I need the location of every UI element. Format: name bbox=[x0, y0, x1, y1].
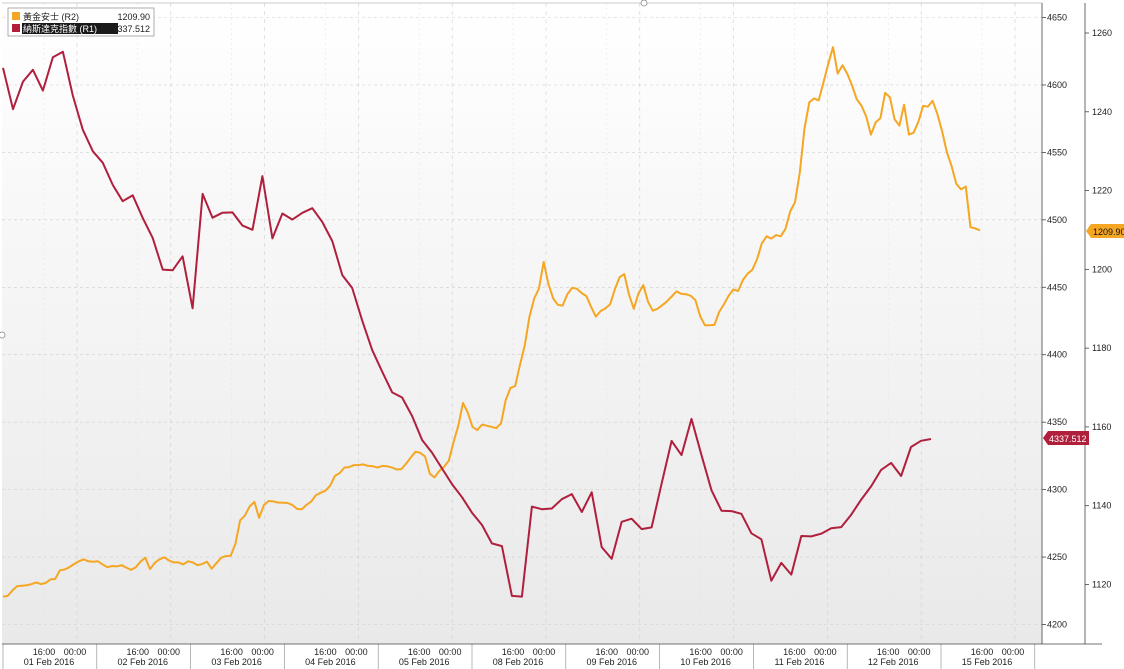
legend-label-highlight bbox=[22, 23, 118, 34]
x-time-label: 16:00 bbox=[314, 647, 337, 657]
x-time-label: 00:00 bbox=[251, 647, 274, 657]
legend-value-gold: 1209.90 bbox=[117, 12, 150, 22]
x-time-label: 00:00 bbox=[533, 647, 556, 657]
series-layer bbox=[2, 46, 981, 598]
outer-y-tick-label: 1200 bbox=[1092, 264, 1112, 274]
x-time-label: 00:00 bbox=[908, 647, 931, 657]
plot-background bbox=[2, 3, 1042, 644]
inner-y-tick-label: 4650 bbox=[1047, 13, 1067, 23]
outer-y-tick-label: 1140 bbox=[1092, 501, 1111, 511]
x-time-label: 16:00 bbox=[408, 647, 431, 657]
left-resize-handle[interactable] bbox=[0, 331, 6, 339]
inner-y-tick-label: 4250 bbox=[1047, 552, 1067, 562]
nasdaq-last-tag bbox=[1043, 431, 1089, 445]
x-date-label: 11 Feb 2016 bbox=[774, 657, 824, 667]
x-time-label: 16:00 bbox=[502, 647, 525, 657]
inner-y-tick-label: 4600 bbox=[1047, 80, 1067, 90]
legend-swatch-gold bbox=[12, 12, 20, 20]
x-date-label: 08 Feb 2016 bbox=[493, 657, 544, 667]
x-date-label: 02 Feb 2016 bbox=[118, 657, 169, 667]
x-date-label: 03 Feb 2016 bbox=[211, 657, 262, 667]
gold-last-tag-text: 1209.90 bbox=[1093, 227, 1124, 237]
outer-y-tick-label: 1160 bbox=[1092, 422, 1111, 432]
inner-y-tick-label: 4200 bbox=[1047, 620, 1067, 630]
x-time-label: 16:00 bbox=[783, 647, 806, 657]
nasdaq-last-tag-text: 4337.512 bbox=[1049, 434, 1087, 444]
x-date-label: 04 Feb 2016 bbox=[305, 657, 356, 667]
x-time-label: 00:00 bbox=[1002, 647, 1025, 657]
gold-last-tag bbox=[1086, 224, 1124, 238]
x-time-label: 16:00 bbox=[220, 647, 243, 657]
legend-value-nasdaq: 4337.512 bbox=[112, 24, 150, 34]
axis-layer: 16:00 00:00 16:00 00:00 16:00 00:00 16:00 00:00… bbox=[2, 3, 1112, 669]
x-date-label: 12 Feb 2016 bbox=[868, 657, 919, 667]
x-time-label: 00:00 bbox=[64, 647, 87, 657]
x-time-label: 00:00 bbox=[345, 647, 368, 657]
inner-y-tick-label: 4450 bbox=[1047, 282, 1067, 292]
x-date-label: 10 Feb 2016 bbox=[680, 657, 731, 667]
last-value-tags: 1209.90 4337.512 bbox=[1043, 224, 1124, 445]
outer-y-tick-label: 1240 bbox=[1092, 107, 1112, 117]
x-date-label: 15 Feb 2016 bbox=[962, 657, 1013, 667]
outer-y-tick-label: 1180 bbox=[1092, 343, 1111, 353]
grid bbox=[2, 3, 1042, 644]
inner-y-tick-label: 4300 bbox=[1047, 485, 1067, 495]
x-time-label: 00:00 bbox=[439, 647, 462, 657]
x-date-label: 09 Feb 2016 bbox=[587, 657, 638, 667]
x-time-label: 16:00 bbox=[877, 647, 900, 657]
inner-y-tick-label: 4500 bbox=[1047, 215, 1067, 225]
x-time-label: 16:00 bbox=[596, 647, 619, 657]
x-date-label: 01 Feb 2016 bbox=[24, 657, 75, 667]
x-time-label: 00:00 bbox=[627, 647, 650, 657]
legend-label-gold: 黃金安士 (R2) bbox=[23, 11, 79, 22]
legend-swatch-nasdaq bbox=[12, 24, 20, 32]
x-time-label: 16:00 bbox=[127, 647, 150, 657]
top-resize-handle[interactable] bbox=[640, 0, 648, 7]
outer-y-tick-label: 1120 bbox=[1092, 580, 1111, 590]
x-time-label: 00:00 bbox=[814, 647, 837, 657]
gold-series-line bbox=[2, 46, 981, 598]
inner-y-tick-label: 4400 bbox=[1047, 350, 1067, 360]
x-time-label: 16:00 bbox=[971, 647, 994, 657]
x-date-label: 05 Feb 2016 bbox=[399, 657, 450, 667]
x-time-label: 16:00 bbox=[33, 647, 56, 657]
x-time-label: 00:00 bbox=[720, 647, 743, 657]
nasdaq-series-line bbox=[2, 50, 932, 598]
outer-y-tick-label: 1220 bbox=[1092, 186, 1112, 196]
outer-y-tick-label: 1260 bbox=[1092, 28, 1112, 38]
inner-y-tick-label: 4350 bbox=[1047, 417, 1067, 427]
inner-y-tick-label: 4550 bbox=[1047, 147, 1067, 157]
x-time-label: 00:00 bbox=[158, 647, 181, 657]
legend: 黃金安士 (R2) 1209.90 納斯達克指數 (R1) 4337.512 bbox=[7, 7, 155, 37]
x-time-label: 16:00 bbox=[689, 647, 712, 657]
legend-label-nasdaq: 納斯達克指數 (R1) bbox=[23, 23, 97, 34]
